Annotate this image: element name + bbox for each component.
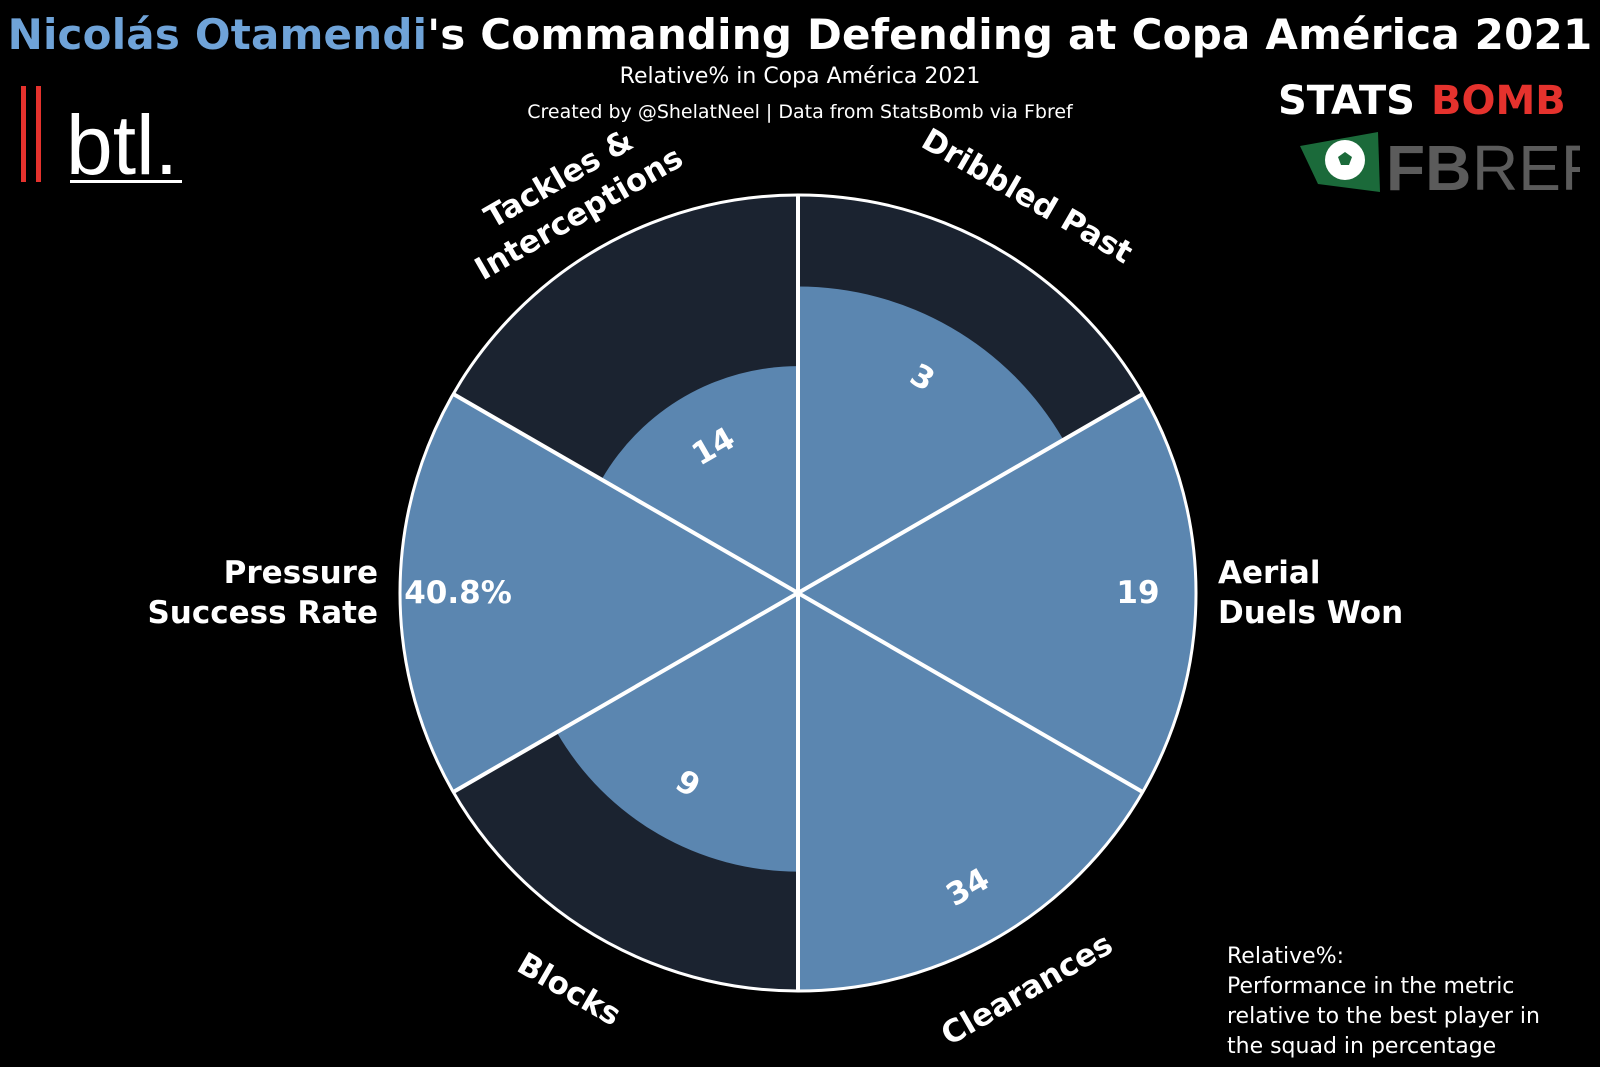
- btl-logo-bar-1: [21, 86, 26, 182]
- btl-logo-underline: [70, 180, 182, 183]
- category-label-blocks: Blocks: [511, 946, 627, 1034]
- slice-bar-blocks: [556, 593, 798, 872]
- btl-logo: btl.: [21, 86, 182, 192]
- note-line-1: Relative%:: [1227, 944, 1345, 969]
- divider-2: [796, 591, 1144, 794]
- category-label-line: Pressure: [224, 555, 378, 591]
- note-line-2: Performance in the metric: [1227, 974, 1515, 999]
- category-label-line: Aerial: [1218, 555, 1320, 591]
- statsbomb-logo: STATS BOMB: [1278, 78, 1566, 123]
- slice-bars: [400, 286, 1196, 991]
- divider-4: [452, 591, 800, 794]
- note-line-4: the squad in percentage: [1227, 1034, 1497, 1059]
- value-label-aerial-duels-won: 19: [1116, 575, 1159, 611]
- fbref-logo-fb: FB: [1386, 132, 1471, 200]
- statsbomb-logo-stats: STATS: [1278, 78, 1415, 123]
- divider-5: [452, 392, 800, 595]
- credit-line: Created by @ShelatNeel | Data from Stats…: [527, 101, 1073, 123]
- slice-bar-tackles-interceptions: [601, 366, 798, 593]
- divider-1: [796, 392, 1144, 595]
- relative-note: Relative%: Performance in the metric rel…: [1227, 942, 1597, 1062]
- fbref-logo-ref: REF: [1472, 132, 1580, 200]
- chart-subtitle: Relative% in Copa América 2021: [619, 64, 981, 89]
- title-player-name: Nicolás Otamendi: [7, 10, 428, 59]
- slice-bar-dribbled-past: [798, 286, 1064, 593]
- category-label-line: Duels Won: [1218, 595, 1403, 631]
- chart-title: Nicolás Otamendi's Commanding Defending …: [0, 10, 1600, 59]
- fbref-ball-patch: [1338, 152, 1352, 165]
- btl-logo-text: btl.: [66, 98, 178, 192]
- fbref-logo: FB REF: [1300, 132, 1580, 200]
- slice-bar-aerial-duels-won: [798, 394, 1196, 792]
- category-label-line: Success Rate: [147, 595, 378, 631]
- title-rest: 's Commanding Defending at Copa América …: [427, 10, 1593, 59]
- slice-bar-pressure-success-rate: [400, 394, 798, 792]
- category-label-aerial-duels-won: Aerial Duels Won: [1218, 555, 1403, 631]
- btl-logo-bar-2: [36, 86, 41, 182]
- value-label-pressure-success-rate: 40.8%: [404, 575, 512, 611]
- category-label-pressure-success-rate: Pressure Success Rate: [147, 555, 378, 631]
- category-label-line: Blocks: [511, 946, 627, 1034]
- slice-bar-clearances: [798, 593, 1143, 991]
- statsbomb-logo-bomb: BOMB: [1431, 78, 1566, 123]
- outer-ring: [398, 193, 1198, 993]
- slice-dividers: [398, 193, 1198, 993]
- note-line-3: relative to the best player in: [1227, 1004, 1540, 1029]
